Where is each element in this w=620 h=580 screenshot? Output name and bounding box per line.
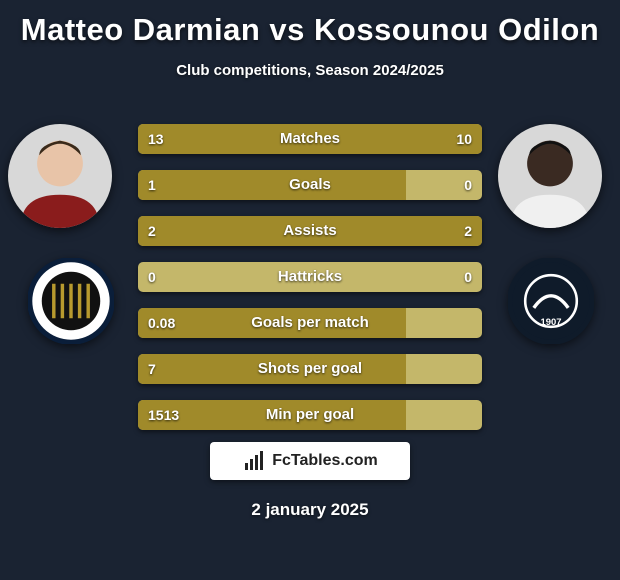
stat-row: 1513Min per goal — [138, 400, 482, 430]
site-logo-text: FcTables.com — [272, 452, 378, 470]
stat-row: 22Assists — [138, 216, 482, 246]
stat-label: Goals per match — [138, 308, 482, 338]
stat-row: 0.08Goals per match — [138, 308, 482, 338]
bar-chart-icon — [242, 449, 266, 473]
stat-label: Shots per goal — [138, 354, 482, 384]
comparison-subtitle: Club competitions, Season 2024/2025 — [0, 62, 620, 79]
stat-row: 10Goals — [138, 170, 482, 200]
club-crest-icon — [28, 258, 114, 344]
site-logo[interactable]: FcTables.com — [210, 442, 410, 480]
generated-date: 2 january 2025 — [0, 500, 620, 520]
stat-row: 7Shots per goal — [138, 354, 482, 384]
stat-label: Goals — [138, 170, 482, 200]
person-icon — [8, 124, 112, 228]
stat-label: Hattricks — [138, 262, 482, 292]
stat-label: Min per goal — [138, 400, 482, 430]
stat-label: Matches — [138, 124, 482, 154]
stat-row: 1310Matches — [138, 124, 482, 154]
comparison-title: Matteo Darmian vs Kossounou Odilon — [0, 0, 620, 48]
svg-text:1907: 1907 — [540, 317, 561, 328]
player-right-club-badge: 1907 — [508, 258, 594, 344]
stats-panel: 1310Matches 10Goals 22Assists 00Hattricks 0.… — [138, 124, 482, 446]
player-left-avatar — [8, 124, 112, 228]
stat-label: Assists — [138, 216, 482, 246]
club-crest-icon: 1907 — [508, 258, 594, 344]
player-right-avatar — [498, 124, 602, 228]
stat-row: 00Hattricks — [138, 262, 482, 292]
person-icon — [498, 124, 602, 228]
player-left-club-badge — [28, 258, 114, 344]
